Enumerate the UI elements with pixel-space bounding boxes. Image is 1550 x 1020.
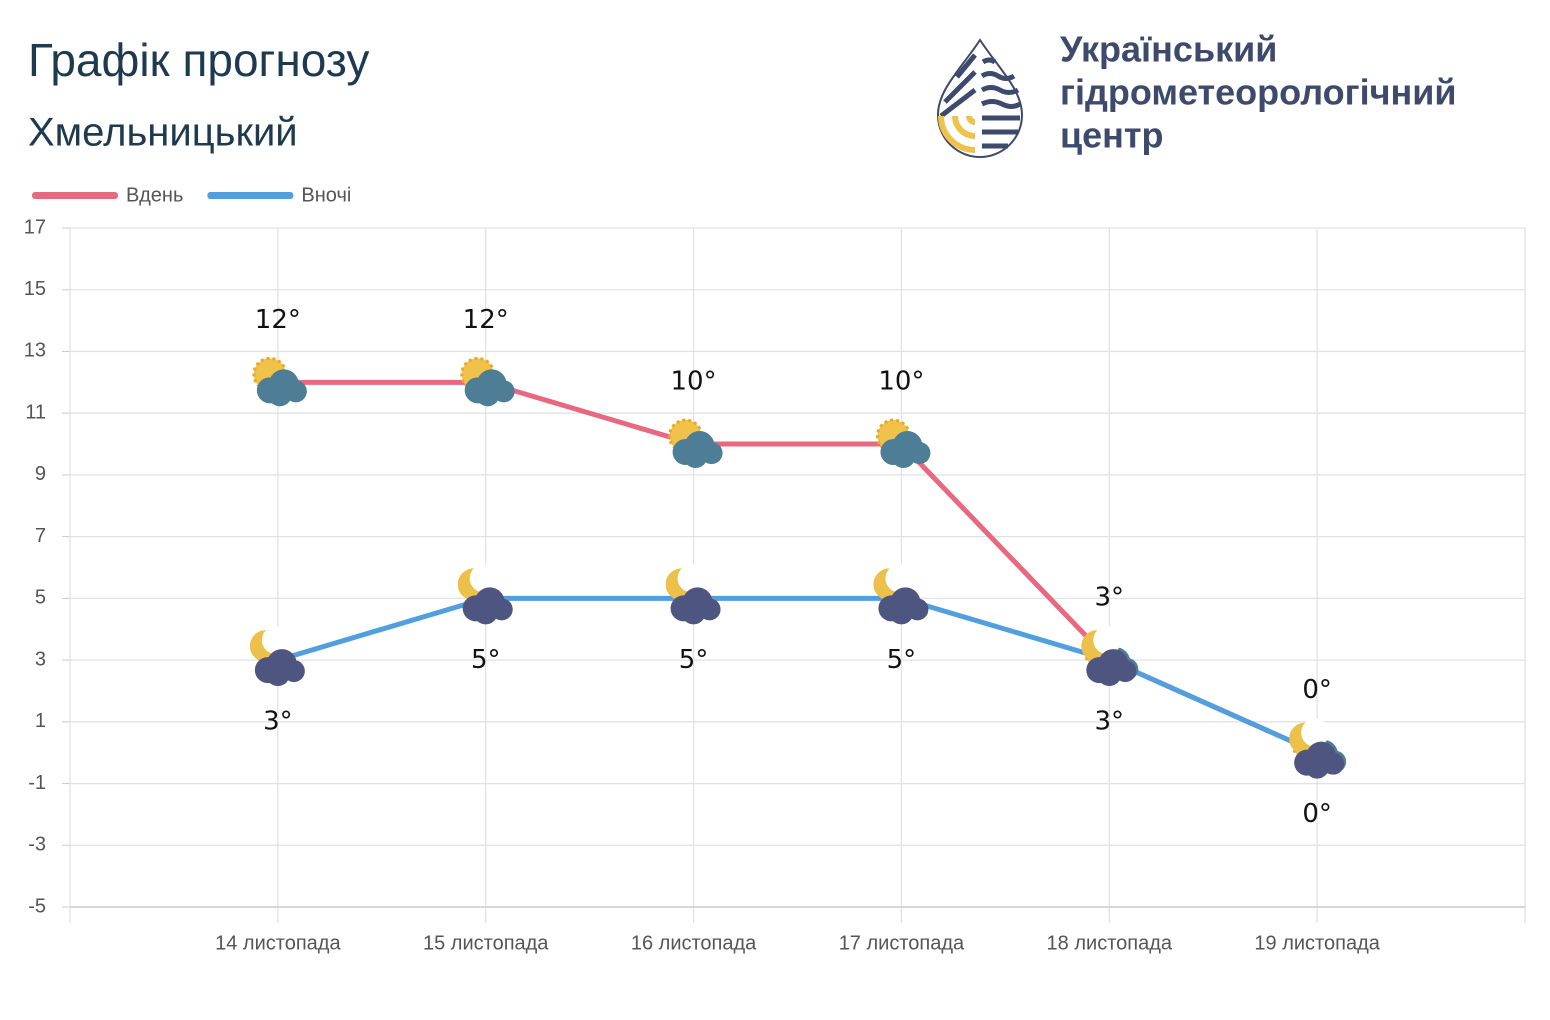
value-label: 12° bbox=[463, 305, 509, 335]
y-tick-label: 17 bbox=[24, 216, 46, 238]
x-tick-label: 15 листопада bbox=[423, 932, 549, 954]
value-label: 3° bbox=[263, 707, 293, 737]
series-line bbox=[277, 379, 1319, 755]
weather-marker bbox=[457, 564, 513, 625]
icon-cloud bbox=[1305, 754, 1330, 779]
legend-label: Вночі bbox=[301, 184, 351, 206]
x-tick-label: 17 листопада bbox=[839, 932, 965, 954]
icon-moon-cut bbox=[677, 564, 706, 593]
icon-moon-cut bbox=[261, 626, 290, 655]
x-tick-label: 16 листопада bbox=[631, 932, 757, 954]
org-name: центр bbox=[1060, 115, 1164, 156]
weather-marker bbox=[875, 418, 931, 469]
logo-drop bbox=[936, 38, 1024, 158]
icon-cloud bbox=[889, 600, 914, 625]
value-label: 10° bbox=[671, 367, 717, 397]
x-tick-label: 14 листопада bbox=[215, 932, 341, 954]
logo bbox=[936, 38, 1024, 158]
value-label: 0° bbox=[1302, 675, 1332, 705]
y-tick-label: 3 bbox=[35, 648, 46, 670]
value-label: 12° bbox=[255, 305, 301, 335]
y-tick-label: 5 bbox=[35, 587, 46, 609]
y-tick-label: -5 bbox=[28, 895, 46, 917]
y-tick-label: 13 bbox=[24, 340, 46, 362]
subtitle: Хмельницький bbox=[28, 111, 298, 155]
org-name: Український bbox=[1060, 29, 1277, 70]
value-label: 3° bbox=[1095, 583, 1125, 613]
icon-moon-cut bbox=[469, 564, 498, 593]
icon-cloud bbox=[265, 662, 290, 687]
weather-marker bbox=[1081, 626, 1137, 687]
x-tick-label: 19 листопада bbox=[1254, 932, 1380, 954]
org-name: гідрометеорологічний bbox=[1060, 72, 1457, 113]
weather-marker bbox=[1289, 718, 1345, 779]
weather-marker bbox=[252, 356, 307, 407]
y-tick-label: 11 bbox=[25, 401, 46, 423]
weather-marker bbox=[668, 418, 723, 469]
legend-swatch bbox=[32, 192, 118, 199]
icon-cloud bbox=[681, 600, 706, 625]
y-tick-label: 9 bbox=[35, 463, 46, 485]
y-tick-label: 15 bbox=[24, 278, 46, 300]
y-tick-label: 1 bbox=[35, 710, 46, 732]
y-tick-label: 7 bbox=[35, 525, 46, 547]
icon-moon-cut bbox=[1093, 626, 1122, 655]
value-label: 10° bbox=[878, 367, 924, 397]
icon-cloud bbox=[891, 444, 916, 469]
weather-marker bbox=[460, 356, 515, 407]
title: Графік прогнозу bbox=[28, 34, 369, 86]
weather-marker bbox=[665, 564, 721, 625]
value-label: 5° bbox=[679, 645, 709, 675]
y-tick-label: -1 bbox=[28, 772, 46, 794]
value-label: 5° bbox=[471, 645, 501, 675]
y-tick-label: -3 bbox=[28, 834, 46, 856]
icon-cloud bbox=[475, 382, 500, 407]
x-tick-label: 18 листопада bbox=[1047, 932, 1173, 954]
value-label: 5° bbox=[887, 645, 917, 675]
icon-cloud bbox=[473, 600, 498, 625]
chart: 17 15 13 11 9 7 5 3 1 -1 -3 -5 14 листопада 15 листоп… bbox=[24, 184, 1526, 954]
value-label: 3° bbox=[1095, 707, 1125, 737]
value-label: 0° bbox=[1302, 799, 1332, 829]
icon-cloud bbox=[1097, 662, 1122, 687]
legend-swatch bbox=[207, 192, 294, 199]
weather-marker bbox=[249, 626, 305, 687]
series-line bbox=[277, 595, 1319, 755]
weather-marker bbox=[873, 564, 929, 625]
icon-cloud bbox=[683, 444, 708, 469]
icon-moon-cut bbox=[1301, 718, 1330, 747]
legend-label: Вдень bbox=[126, 184, 183, 206]
icon-moon-cut bbox=[885, 564, 914, 593]
icon-cloud bbox=[267, 382, 292, 407]
